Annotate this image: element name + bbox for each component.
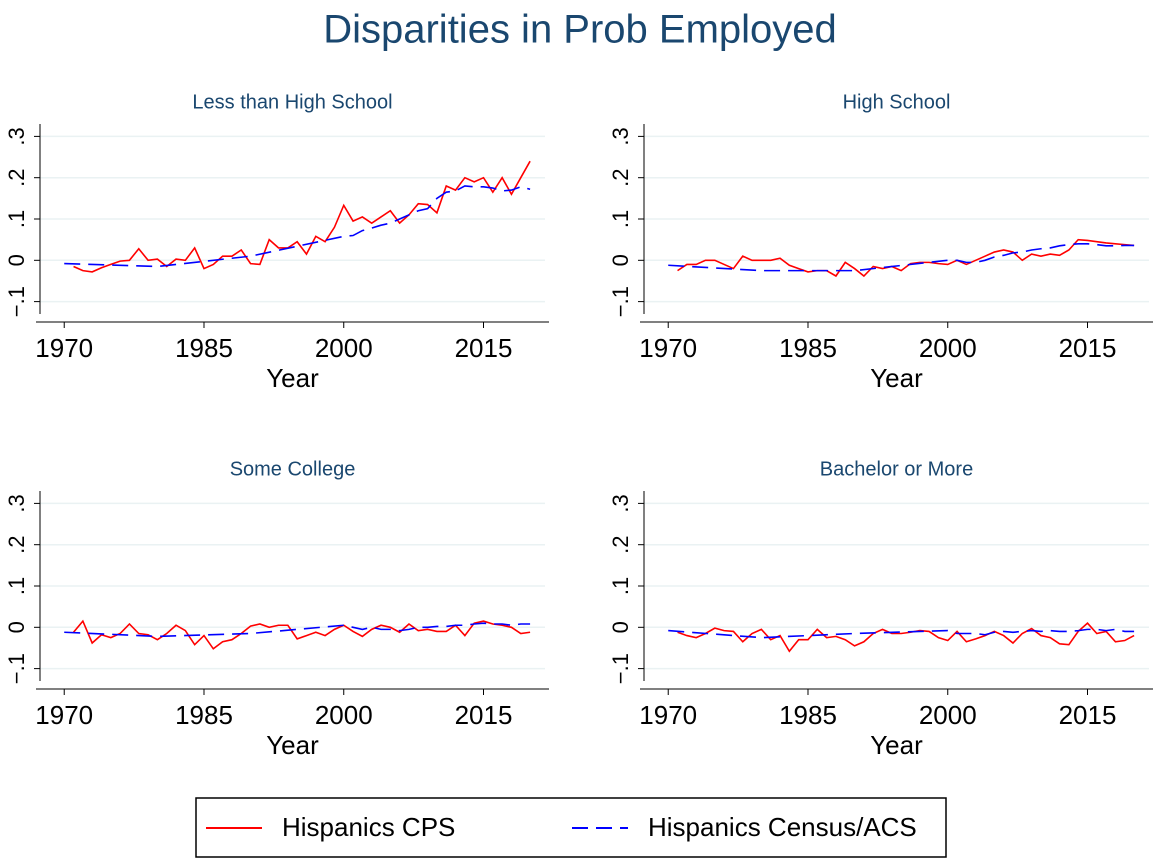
x-axis-label: Year — [266, 363, 319, 393]
y-tick-label: .3 — [4, 494, 29, 512]
x-tick-label: 1985 — [175, 700, 233, 730]
x-tick-label: 1970 — [639, 333, 697, 363]
page-title: Disparities in Prob Employed — [323, 8, 837, 52]
y-tick-label: −.1 — [608, 653, 633, 684]
panel-title: High School — [843, 91, 951, 113]
panel-title: Less than High School — [192, 91, 392, 113]
x-tick-label: 2000 — [919, 700, 977, 730]
x-tick-label: 2015 — [455, 700, 513, 730]
y-tick-label: −.1 — [4, 653, 29, 684]
legend-label: Hispanics CPS — [282, 812, 455, 842]
y-tick-label: −.1 — [608, 286, 633, 317]
legend-label: Hispanics Census/ACS — [648, 812, 917, 842]
x-axis-label: Year — [266, 730, 319, 760]
y-tick-label: .3 — [4, 127, 29, 145]
series-line — [668, 242, 1135, 272]
y-tick-label: .1 — [608, 577, 633, 595]
y-tick-label: .2 — [608, 536, 633, 554]
x-tick-label: 2000 — [315, 333, 373, 363]
x-tick-label: 2000 — [919, 333, 977, 363]
series-line — [64, 622, 531, 638]
y-tick-label: .2 — [4, 536, 29, 554]
series-line — [668, 628, 1135, 639]
x-tick-label: 1985 — [175, 333, 233, 363]
y-tick-label: .1 — [4, 577, 29, 595]
panel-title: Bachelor or More — [820, 458, 973, 480]
y-tick-label: .2 — [608, 169, 633, 187]
x-axis-label: Year — [870, 730, 923, 760]
y-tick-label: 0 — [608, 621, 633, 633]
y-tick-label: 0 — [4, 254, 29, 266]
series-line — [73, 160, 531, 273]
x-tick-label: 2015 — [1059, 700, 1117, 730]
x-tick-label: 2000 — [315, 700, 373, 730]
legend-box — [195, 797, 947, 858]
x-tick-label: 2015 — [1059, 333, 1117, 363]
y-tick-label: 0 — [4, 621, 29, 633]
y-tick-label: .1 — [608, 210, 633, 228]
y-tick-label: .3 — [608, 494, 633, 512]
x-tick-label: 1970 — [35, 700, 93, 730]
series-line — [677, 622, 1135, 653]
x-tick-label: 1970 — [639, 700, 697, 730]
y-tick-label: .3 — [608, 127, 633, 145]
y-tick-label: −.1 — [4, 286, 29, 317]
series-line — [677, 238, 1135, 278]
y-tick-label: .2 — [4, 169, 29, 187]
x-tick-label: 2015 — [455, 333, 513, 363]
x-tick-label: 1970 — [35, 333, 93, 363]
y-tick-label: 0 — [608, 254, 633, 266]
x-tick-label: 1985 — [779, 700, 837, 730]
series-line — [64, 185, 531, 268]
y-tick-label: .1 — [4, 210, 29, 228]
panel-title: Some College — [230, 458, 356, 480]
x-tick-label: 1985 — [779, 333, 837, 363]
x-axis-label: Year — [870, 363, 923, 393]
